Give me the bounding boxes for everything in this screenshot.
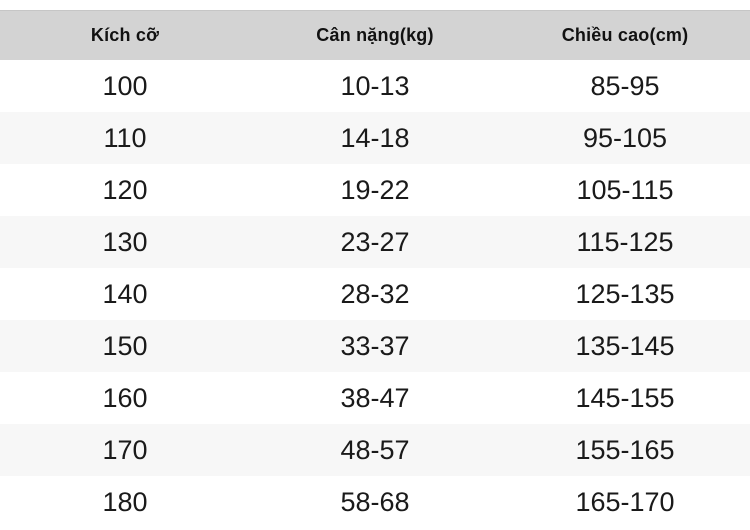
- height-cell: 115-125: [576, 226, 674, 257]
- weight-cell: 19-22: [340, 174, 410, 205]
- table-row: 100 10-13 85-95: [0, 60, 750, 112]
- size-cell: 170: [102, 434, 148, 465]
- table-header-row: Kích cỡ Cân nặng(kg) Chiều cao(cm): [0, 10, 750, 60]
- column-header-size: Kích cỡ: [90, 25, 160, 45]
- size-cell: 130: [102, 226, 148, 257]
- size-cell: 110: [103, 122, 147, 153]
- height-cell: 105-115: [576, 174, 674, 205]
- height-cell: 145-155: [575, 382, 675, 413]
- size-chart-table: Kích cỡ Cân nặng(kg) Chiều cao(cm) 100 1…: [0, 10, 750, 528]
- size-cell: 180: [102, 486, 148, 517]
- table-row: 180 58-68 165-170: [0, 476, 750, 528]
- height-cell: 95-105: [582, 122, 668, 153]
- weight-cell: 23-27: [340, 226, 410, 257]
- weight-cell: 14-18: [340, 122, 410, 153]
- weight-cell: 48-57: [340, 434, 410, 465]
- size-cell: 140: [102, 278, 148, 309]
- table-row: 130 23-27 115-125: [0, 216, 750, 268]
- weight-cell: 10-13: [340, 70, 410, 101]
- height-cell: 135-145: [575, 330, 675, 361]
- column-header-height: Chiều cao(cm): [561, 25, 689, 45]
- table-row: 170 48-57 155-165: [0, 424, 750, 476]
- table-body: 100 10-13 85-95 110 14-18 95-105 120 19-…: [0, 60, 750, 528]
- table-row: 160 38-47 145-155: [0, 372, 750, 424]
- weight-cell: 38-47: [340, 382, 410, 413]
- table-row: 150 33-37 135-145: [0, 320, 750, 372]
- table-row: 120 19-22 105-115: [0, 164, 750, 216]
- table-row: 110 14-18 95-105: [0, 112, 750, 164]
- height-cell: 165-170: [575, 486, 675, 517]
- height-cell: 155-165: [575, 434, 675, 465]
- weight-cell: 58-68: [340, 486, 410, 517]
- size-cell: 160: [102, 382, 148, 413]
- size-cell: 100: [102, 70, 148, 101]
- weight-cell: 33-37: [340, 330, 410, 361]
- size-cell: 120: [102, 174, 148, 205]
- height-cell: 85-95: [590, 70, 660, 101]
- height-cell: 125-135: [575, 278, 675, 309]
- table-row: 140 28-32 125-135: [0, 268, 750, 320]
- size-cell: 150: [102, 330, 148, 361]
- column-header-weight: Cân nặng(kg): [316, 25, 434, 45]
- weight-cell: 28-32: [340, 278, 410, 309]
- top-spacer: [0, 0, 750, 10]
